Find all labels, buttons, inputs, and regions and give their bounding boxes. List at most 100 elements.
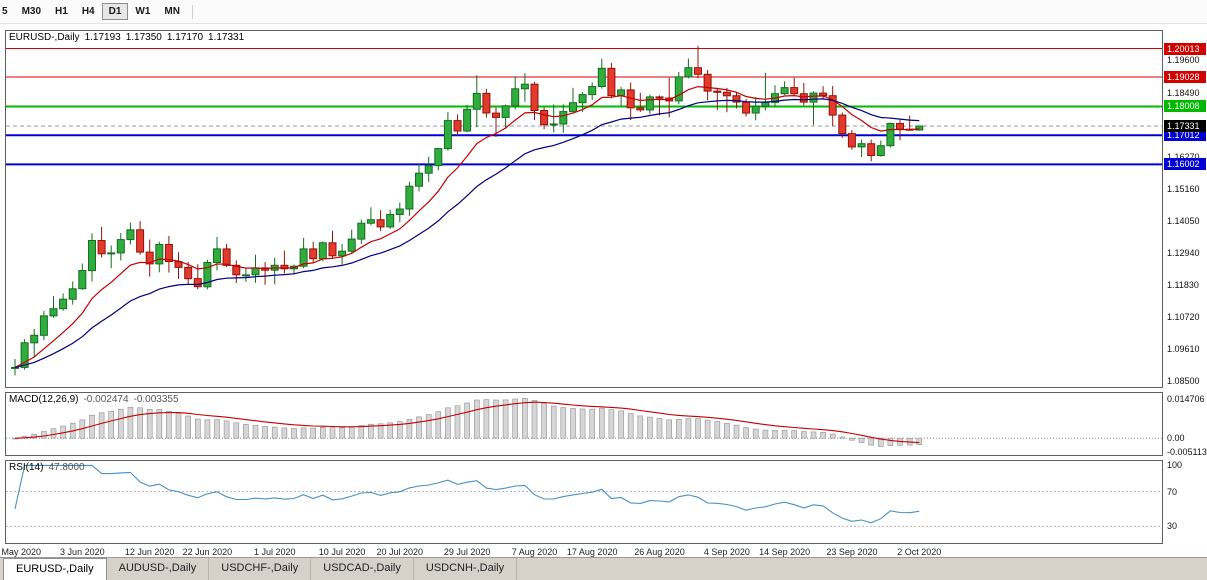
bar-close-value: 1.17331 [208, 32, 245, 43]
bar-low-value: 1.17170 [166, 32, 204, 43]
candle [318, 242, 327, 260]
candle [97, 240, 106, 255]
candle [703, 73, 712, 92]
candle [751, 105, 760, 114]
current-price-label: 1.17331 [1164, 120, 1206, 133]
toolbar-button-h1[interactable]: H1 [55, 6, 68, 17]
macd-signal-value: -0.003355 [133, 394, 179, 405]
date-axis-tick: 10 Jul 2020 [318, 547, 366, 557]
date-axis-tick: 4 Sep 2020 [703, 547, 750, 557]
candle [251, 267, 260, 276]
bar-high-value: 1.17350 [125, 32, 162, 43]
candle [203, 262, 212, 288]
toolbar-button-h4[interactable]: H4 [81, 6, 95, 17]
candlestick-chart[interactable] [6, 31, 1162, 387]
candle [761, 101, 770, 107]
candle [280, 264, 289, 270]
candle [780, 87, 789, 95]
chart-tabs: EURUSD-,Daily AUDUSD-,Daily USDCHF-,Dail… [0, 557, 1207, 580]
toolbar-button-mn[interactable]: MN [164, 6, 180, 17]
chart-title: EURUSD-,Daily 1.17193 1.17350 1.17170 1.1733… [9, 32, 249, 43]
candle [597, 67, 606, 87]
rsi-axis-tick: 100 [1167, 460, 1183, 471]
tab-eurusd-daily[interactable]: EURUSD-,Daily [3, 558, 107, 580]
candle [569, 102, 577, 113]
price-axis-tick: 1.14050 [1167, 215, 1200, 226]
candle [232, 264, 241, 276]
candle [347, 238, 356, 252]
date-axis-tick: 23 Sep 2020 [826, 547, 878, 557]
candle [694, 67, 702, 75]
candle [501, 105, 510, 118]
rsi-title: RSI(14) 47.8000 [9, 462, 90, 473]
candle [184, 266, 193, 280]
candle [876, 145, 885, 156]
toolbar-button-d1[interactable]: D1 [101, 3, 129, 20]
candle [126, 229, 135, 241]
price-axis-tick: 1.15160 [1167, 183, 1200, 194]
price-level-label[interactable]: 1.16002 [1164, 158, 1206, 171]
rsi-value: 47.8000 [48, 462, 85, 473]
price-level-label[interactable]: 1.19028 [1164, 71, 1206, 83]
rsi-line [14, 464, 920, 524]
rsi-axis-tick: 70 [1167, 486, 1178, 497]
date-axis-tick: 14 Sep 2020 [759, 547, 811, 557]
toolbar-separator [191, 4, 193, 19]
candle [386, 214, 395, 228]
candle [20, 342, 29, 368]
candle [482, 92, 491, 114]
candle [434, 148, 443, 167]
rsi-axis-tick: 30 [1167, 521, 1178, 532]
candle [530, 83, 539, 111]
candle [49, 308, 58, 317]
candle [338, 250, 347, 257]
candle [607, 67, 616, 96]
candle [645, 96, 654, 111]
toolbar-button-w1[interactable]: W1 [135, 6, 151, 17]
date-axis-tick: 12 Jun 2020 [124, 547, 175, 557]
candle [453, 120, 462, 132]
time-axis[interactable] [5, 545, 1163, 557]
macd-panel[interactable]: MACD(12,26,9) -0.002474 -0.003355 [5, 392, 1163, 456]
toolbar-button-m5[interactable]: 5 [2, 6, 8, 17]
ma-fast-line [14, 85, 920, 368]
candle [559, 111, 568, 125]
candle [809, 92, 818, 103]
price-level-label[interactable]: 1.17012 [1164, 129, 1206, 142]
rsi-name: RSI(14) [9, 462, 44, 473]
price-axis-tick: 1.19600 [1167, 55, 1200, 66]
price-axis-tick: 1.10720 [1167, 312, 1200, 323]
price-chart-panel[interactable]: EURUSD-,Daily 1.17193 1.17350 1.17170 1.1733… [5, 30, 1163, 388]
rsi-chart [6, 464, 1162, 527]
tab-audusd-daily[interactable]: AUDUSD-,Daily [107, 558, 210, 580]
candle [790, 87, 799, 95]
macd-title: MACD(12,26,9) -0.002474 -0.003355 [9, 394, 184, 405]
tab-usdcad-daily[interactable]: USDCAD-,Daily [311, 558, 414, 580]
timeframe-toolbar: 5 M30 H1 H4 D1 W1 MN [0, 0, 1207, 24]
date-axis-tick: 3 Jun 2020 [60, 547, 105, 557]
candle [655, 96, 664, 99]
toolbar-button-m30[interactable]: M30 [21, 6, 42, 17]
candle [896, 123, 904, 130]
candle [107, 252, 116, 255]
candle [472, 92, 481, 110]
price-level-label[interactable]: 1.18008 [1164, 100, 1206, 113]
chart-symbol-period: EURUSD-,Daily [9, 32, 80, 43]
price-axis-tick: 1.08500 [1167, 376, 1200, 387]
tab-usdcnh-daily[interactable]: USDCNH-,Daily [414, 558, 518, 580]
date-axis-tick: 17 Aug 2020 [566, 547, 618, 557]
candle [11, 366, 19, 369]
date-axis-tick: 26 Aug 2020 [634, 547, 685, 557]
candle [540, 110, 549, 126]
rsi-panel[interactable]: RSI(14) 47.8000 [5, 460, 1163, 544]
candle [886, 123, 895, 147]
candle [578, 94, 587, 104]
candle [722, 91, 731, 97]
candle [867, 143, 876, 156]
tab-usdchf-daily[interactable]: USDCHF-,Daily [209, 558, 312, 580]
candle [299, 248, 308, 267]
candle [588, 86, 597, 96]
candle [395, 208, 404, 215]
macd-signal-line [14, 401, 920, 444]
price-level-label[interactable]: 1.20013 [1164, 42, 1206, 55]
